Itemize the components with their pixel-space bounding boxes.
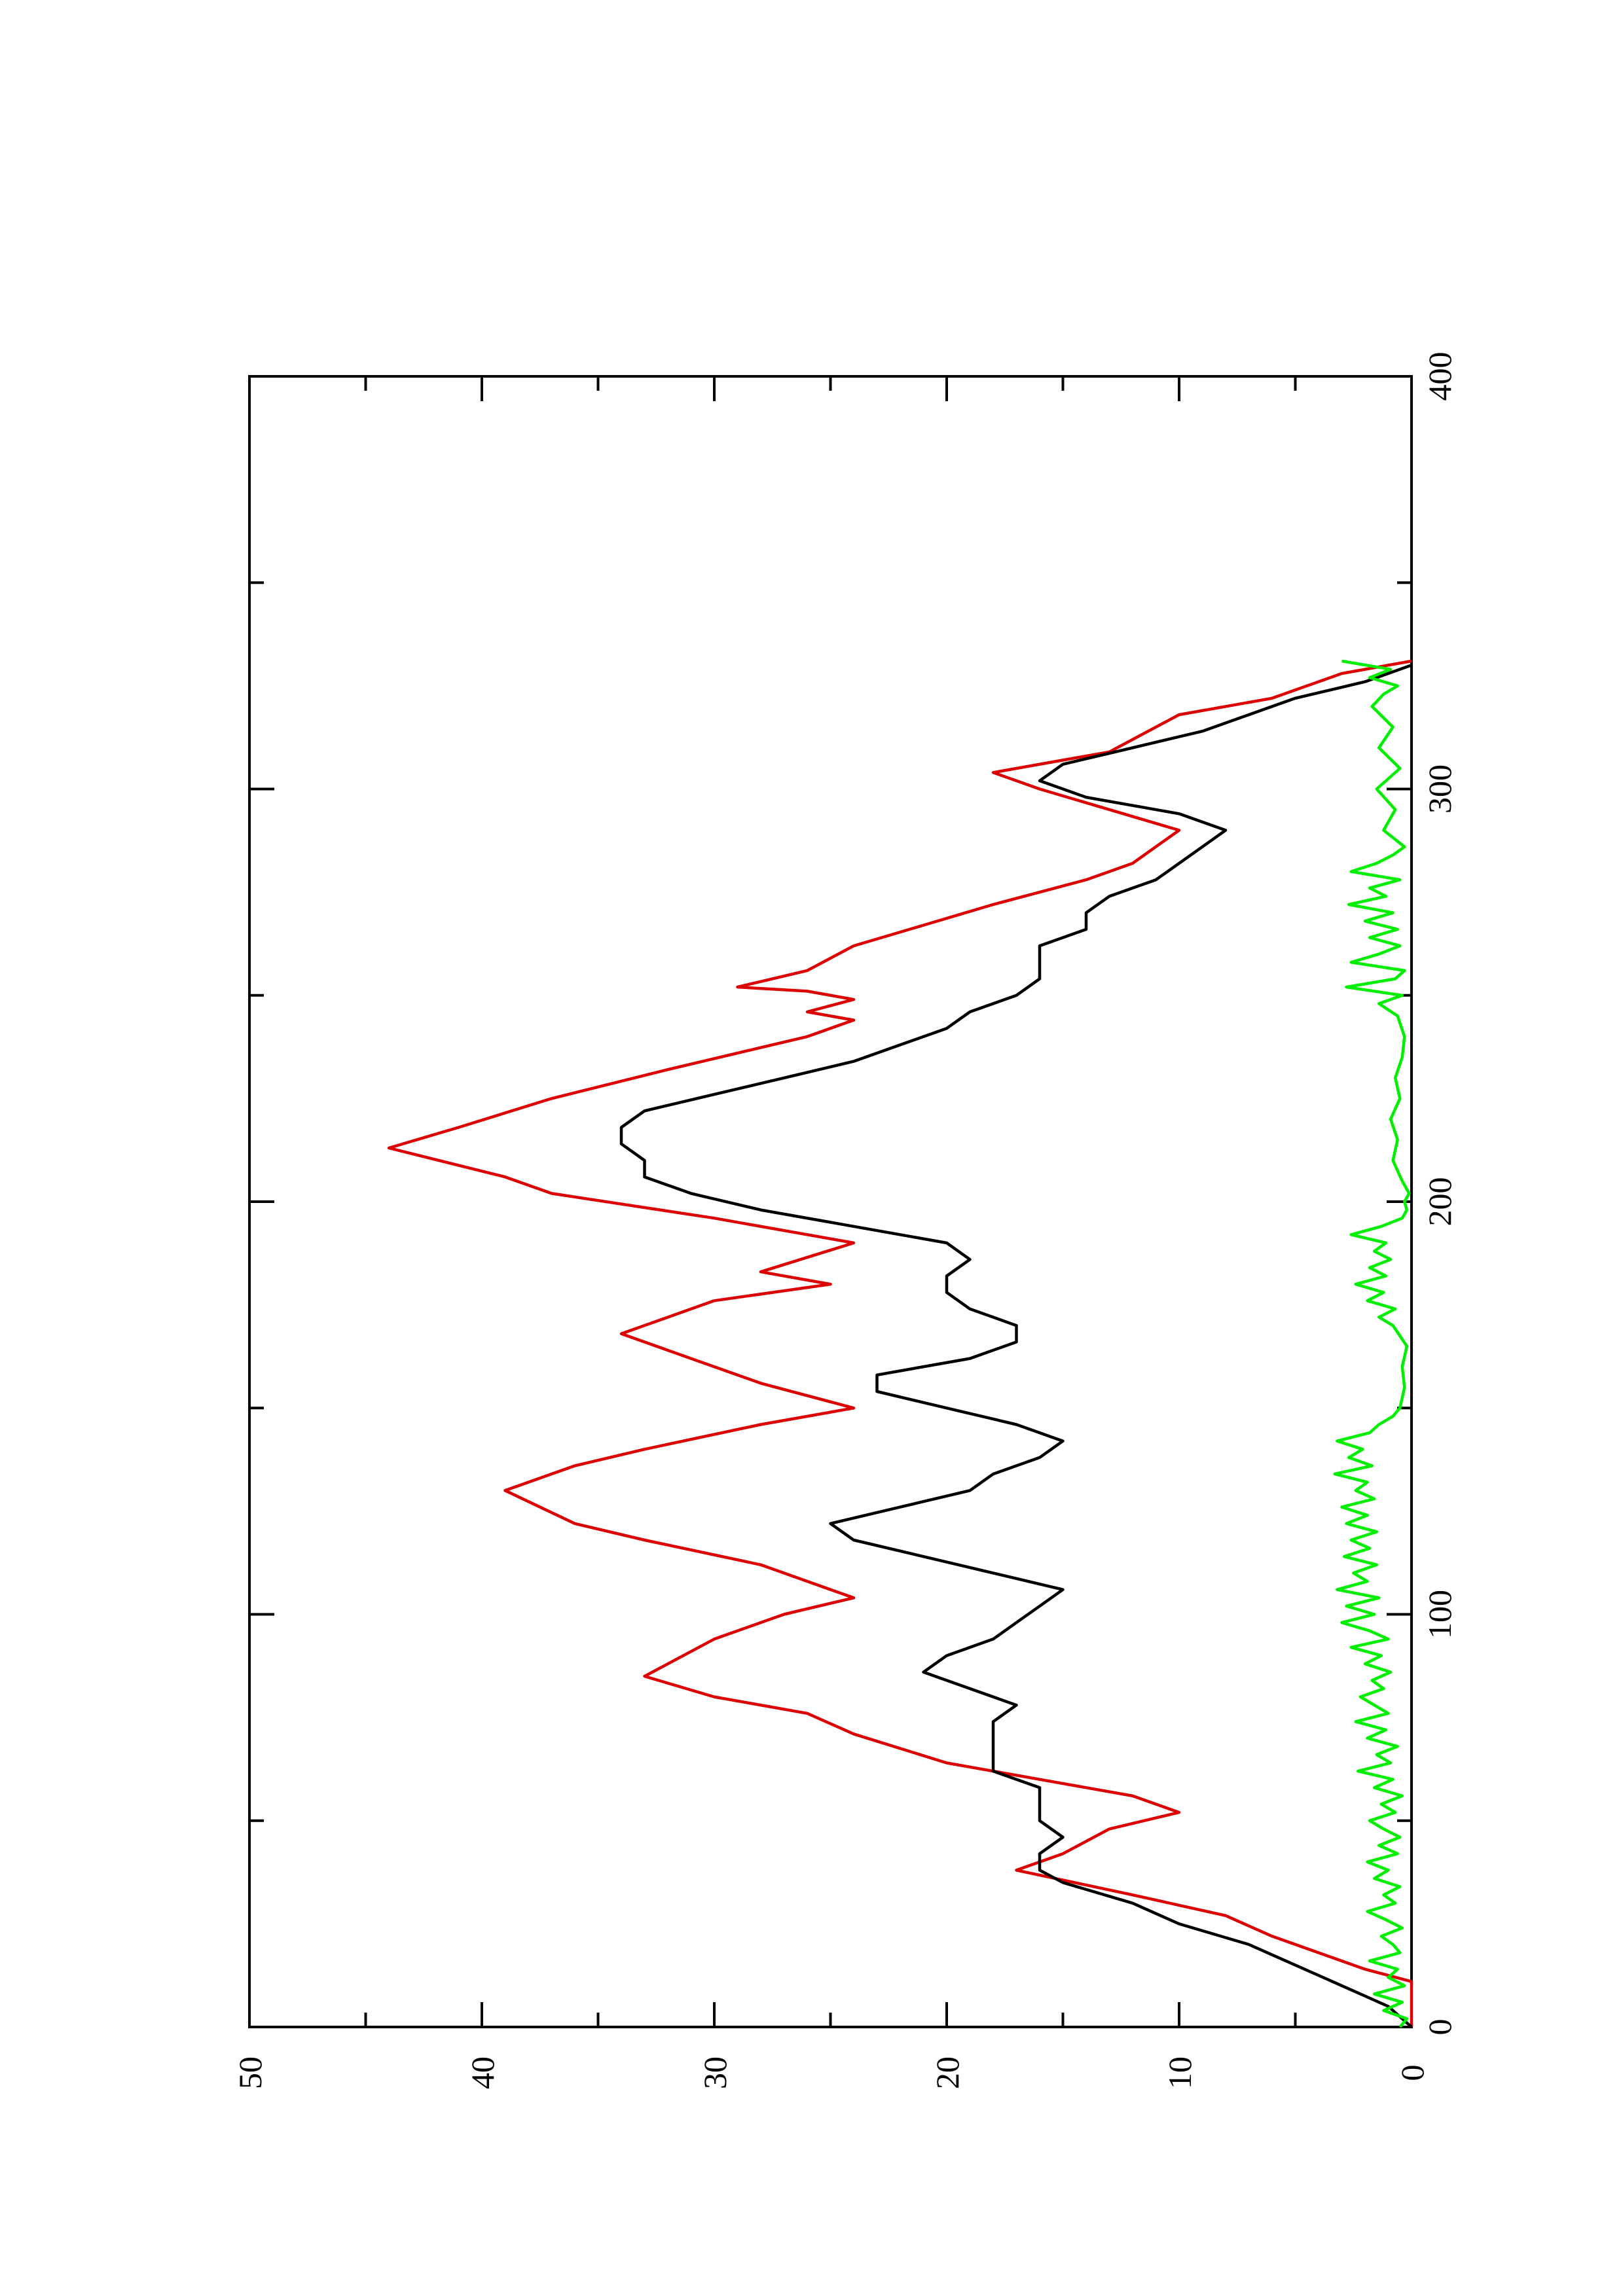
y-tick-label: 20 [929,2056,966,2089]
x-tick-label: 300 [1421,764,1458,814]
x-tick-label: 200 [1421,1177,1458,1227]
series-group [387,659,1413,2028]
y-tick-label: 0 [1394,2065,1431,2081]
series-line-1 [387,659,1413,2027]
y-tick-label: 10 [1161,2056,1198,2089]
y-tick-label: 40 [464,2056,501,2089]
axis-tick-labels: 0 100 200 300 400 0 10 20 30 40 50 [232,352,1458,2090]
y-tick-label: 50 [232,2056,268,2089]
y-tick-label: 30 [697,2056,733,2089]
x-tick-label: 0 [1421,2019,1458,2036]
x-tick-label: 400 [1421,352,1458,401]
axis-ticks [248,375,1413,2028]
series-line-2 [619,664,1413,2028]
plot-frame [248,375,1413,2028]
series-line-3 [1333,659,1411,2028]
x-tick-label: 100 [1421,1590,1458,1639]
